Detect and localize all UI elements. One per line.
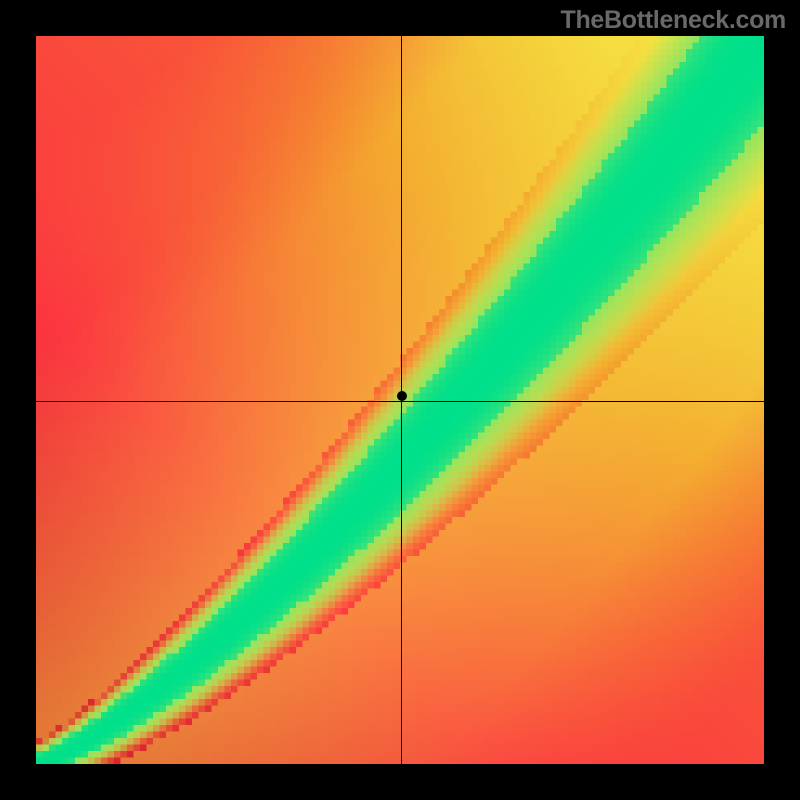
chart-container: TheBottleneck.com bbox=[0, 0, 800, 800]
crosshair-marker bbox=[397, 391, 407, 401]
watermark-text: TheBottleneck.com bbox=[560, 6, 786, 35]
heatmap-plot bbox=[36, 36, 764, 764]
crosshair-horizontal bbox=[36, 401, 764, 402]
